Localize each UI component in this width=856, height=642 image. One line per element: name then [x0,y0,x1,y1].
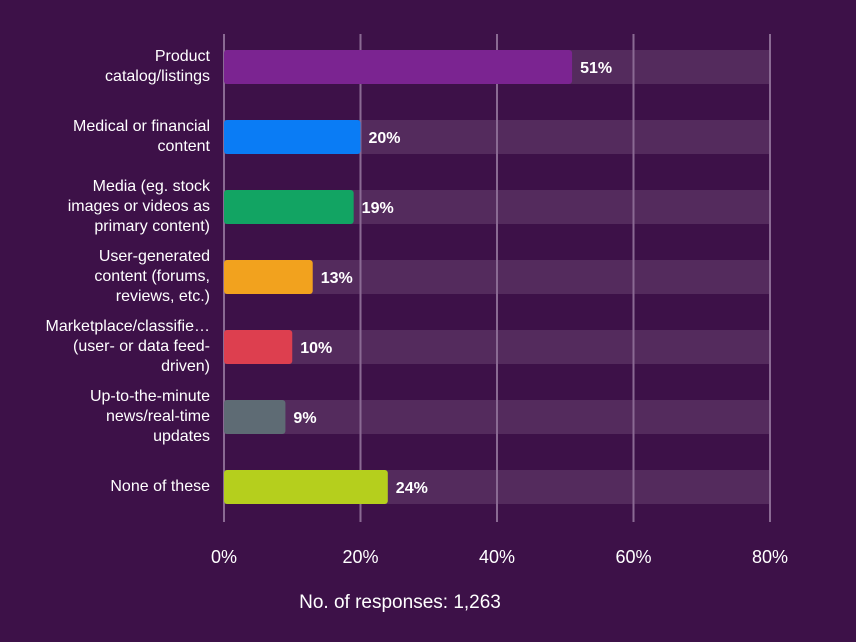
bar [224,400,286,434]
category-label: User-generated content (forums, reviews,… [94,248,210,305]
x-tick-label: 0% [211,547,237,567]
category-label: Marketplace/classifie… (user- or data fe… [45,318,211,375]
bar-value-label: 20% [369,130,401,147]
category-label: Medical or financial content [73,118,210,155]
bar-value-label: 10% [300,340,332,357]
bar [224,470,388,504]
bar-value-label: 51% [580,60,612,77]
category-label: Product catalog/listings [105,48,210,85]
bar [224,260,313,294]
bar-value-label: 24% [396,480,428,497]
bar [224,190,354,224]
bar-value-label: 9% [293,410,316,427]
x-tick-label: 40% [479,547,515,567]
category-label: None of these [110,478,210,495]
bar [224,50,573,84]
responses-footer: No. of responses: 1,263 [299,592,501,613]
x-tick-label: 80% [752,547,788,567]
category-label: Up-to-the-minute news/real-time updates [89,388,210,445]
x-tick-label: 20% [342,547,378,567]
bar [224,330,293,364]
x-tick-label: 60% [615,547,651,567]
bar [224,120,361,154]
category-label: Media (eg. stock images or videos as pri… [67,178,210,235]
bar-value-label: 19% [362,200,394,217]
bar-value-label: 13% [321,270,353,287]
